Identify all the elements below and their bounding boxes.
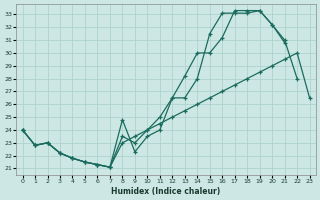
X-axis label: Humidex (Indice chaleur): Humidex (Indice chaleur) bbox=[111, 187, 221, 196]
